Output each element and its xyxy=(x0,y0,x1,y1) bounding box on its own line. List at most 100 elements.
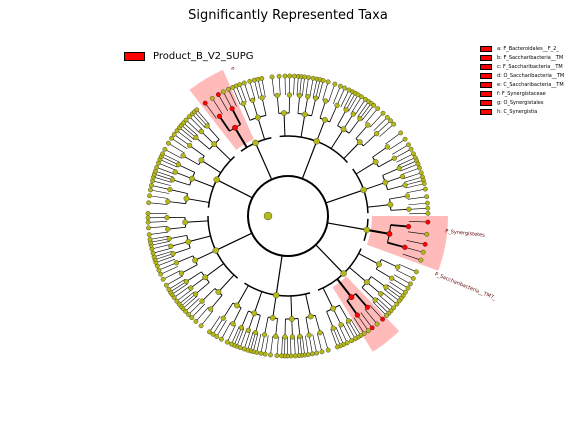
tree-branch xyxy=(183,122,198,136)
tree-branch xyxy=(160,266,179,275)
tree-branch xyxy=(351,96,362,114)
tree-branch xyxy=(257,117,266,140)
tree-node xyxy=(250,97,256,103)
tree-node xyxy=(258,351,264,356)
tree-branch xyxy=(302,76,305,96)
tree-branch xyxy=(343,91,353,109)
tree-branch xyxy=(209,316,221,333)
tree-branch xyxy=(391,144,409,155)
tree-branch xyxy=(396,269,414,279)
tree-node xyxy=(154,165,160,170)
tree-node xyxy=(414,269,419,275)
tree-node xyxy=(232,124,238,131)
tree-node xyxy=(262,351,268,357)
tree-node xyxy=(199,298,205,304)
tree-branch xyxy=(319,100,326,119)
tree-node xyxy=(380,316,385,322)
tree-branch xyxy=(405,183,425,189)
tree-branch xyxy=(397,157,416,166)
tree-branch xyxy=(178,291,195,305)
tree-branch xyxy=(367,204,391,208)
tree-node xyxy=(281,110,287,116)
tree-nodes xyxy=(145,73,431,359)
tree-branch xyxy=(343,141,361,159)
tree-node xyxy=(194,107,200,113)
tree-node xyxy=(421,181,427,186)
group-legend-label: Product_B_V2_SUPG xyxy=(153,51,254,62)
clade-shade xyxy=(189,69,254,150)
tree-branch xyxy=(389,281,406,293)
tree-branch xyxy=(168,142,185,154)
tree-node xyxy=(340,126,347,133)
tree-node xyxy=(259,95,265,101)
tree-node xyxy=(425,219,431,225)
tree-node xyxy=(269,74,275,80)
tree-node xyxy=(317,330,323,336)
tree-branch xyxy=(343,113,354,130)
clade-legend: a: F_Bacteroidales__F_2_ b: F_Sacchariba… xyxy=(480,44,564,116)
tree-branch xyxy=(176,289,193,302)
clade-label: P_Saccharibacteria__TM7_ xyxy=(434,271,497,301)
tree-arc xyxy=(247,175,329,257)
tree-branch xyxy=(361,287,376,301)
tree-branch xyxy=(264,335,269,355)
tree-node xyxy=(209,95,215,101)
tree-node xyxy=(342,85,348,91)
tree-branch xyxy=(396,153,414,163)
tree-branch xyxy=(299,336,303,356)
tree-branch xyxy=(222,302,234,319)
tree-branch xyxy=(385,132,401,145)
tree-branch xyxy=(345,322,356,339)
tree-branch xyxy=(353,317,365,334)
tree-branch xyxy=(337,109,347,126)
tree-branch xyxy=(299,76,302,96)
tree-node xyxy=(287,73,293,79)
tree-node xyxy=(424,231,430,237)
tree-node xyxy=(168,243,174,249)
tree-node xyxy=(322,116,328,123)
tree-branch xyxy=(333,328,341,346)
tree-branch xyxy=(366,228,390,235)
tree-branch xyxy=(167,201,186,205)
tree-branch xyxy=(271,76,275,96)
tree-node xyxy=(354,312,360,318)
tree-branch xyxy=(359,103,372,119)
tree-node xyxy=(247,78,253,84)
tree-branch xyxy=(242,103,251,121)
tree-branch xyxy=(389,195,408,200)
tree-branch xyxy=(391,278,409,289)
tree-branch xyxy=(151,185,170,190)
tree-node xyxy=(186,312,191,317)
tree-branch xyxy=(189,145,205,157)
tree-node xyxy=(259,76,265,81)
tree-branch xyxy=(218,115,231,132)
tree-branch xyxy=(212,98,223,115)
tree-node xyxy=(310,75,316,81)
tree-node xyxy=(185,238,192,245)
tree-node xyxy=(375,106,381,111)
tree-node xyxy=(193,135,199,141)
tree-node xyxy=(350,111,356,117)
tree-node xyxy=(273,333,279,339)
tree-node xyxy=(210,331,216,337)
tree-branch xyxy=(372,301,387,316)
tree-node xyxy=(146,200,151,206)
tree-node xyxy=(408,146,414,152)
tree-node xyxy=(274,353,280,358)
tree-node xyxy=(169,177,176,183)
tree-branch xyxy=(364,309,378,325)
tree-branch xyxy=(348,320,359,338)
tree-branch xyxy=(223,91,233,109)
tree-branch xyxy=(312,78,318,98)
tree-branch xyxy=(148,221,168,223)
tree-branch xyxy=(169,234,187,240)
tree-node xyxy=(404,193,410,199)
clade-label: P_Synergistetes xyxy=(445,229,486,239)
tree-node xyxy=(150,250,156,256)
tree-branch xyxy=(241,310,249,328)
tree-node xyxy=(215,289,222,295)
tree-branch xyxy=(296,76,299,96)
tree-node xyxy=(255,114,261,121)
tree-branch xyxy=(270,336,274,355)
tree-node xyxy=(297,333,303,339)
